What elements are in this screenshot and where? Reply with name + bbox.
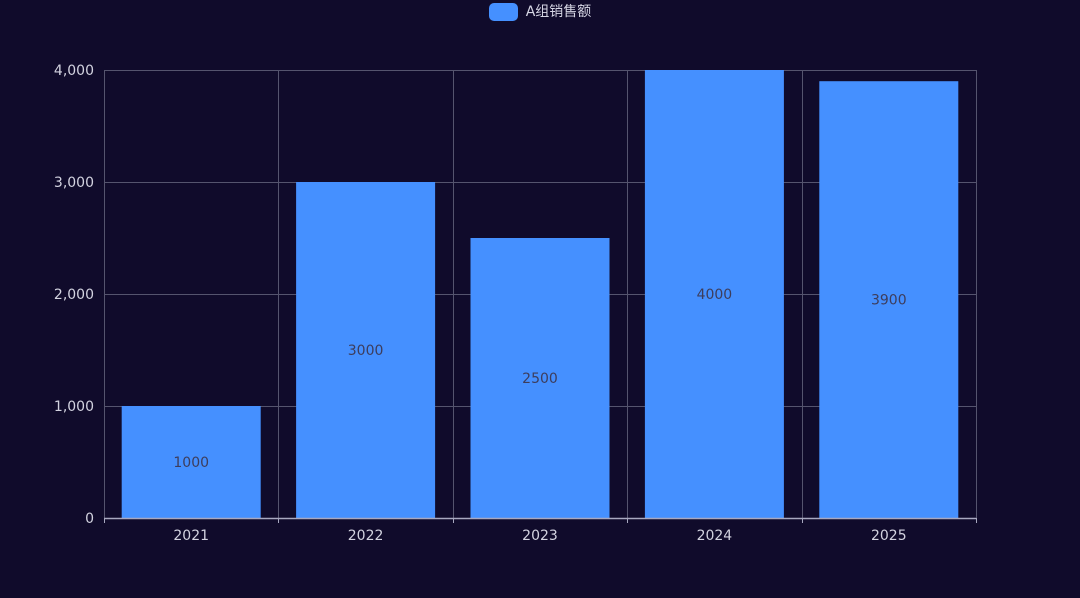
x-tick-label: 2021 <box>173 528 209 544</box>
x-tick-label: 2025 <box>871 528 907 544</box>
y-tick-label: 4,000 <box>54 63 94 79</box>
legend-label[interactable]: A组销售额 <box>525 4 592 20</box>
legend-swatch[interactable] <box>488 3 518 21</box>
bar-2023[interactable] <box>470 238 610 518</box>
bar-2025[interactable] <box>819 81 959 518</box>
data-label: 2500 <box>522 371 558 387</box>
x-tick-label: 2023 <box>522 528 558 544</box>
x-tick-label: 2022 <box>348 528 384 544</box>
data-label: 1000 <box>173 455 209 471</box>
y-tick-label: 2,000 <box>54 287 94 303</box>
x-tick-label: 2024 <box>697 528 733 544</box>
data-label: 3900 <box>871 293 907 309</box>
bar-2022[interactable] <box>296 182 436 518</box>
y-tick-label: 0 <box>85 511 94 527</box>
bar-2021[interactable] <box>121 406 261 518</box>
data-label: 3000 <box>348 343 384 359</box>
data-label: 4000 <box>697 287 733 303</box>
legend[interactable]: A组销售额 <box>0 2 1080 22</box>
y-tick-label: 1,000 <box>54 399 94 415</box>
y-tick-label: 3,000 <box>54 175 94 191</box>
bar-2024[interactable] <box>644 70 784 518</box>
